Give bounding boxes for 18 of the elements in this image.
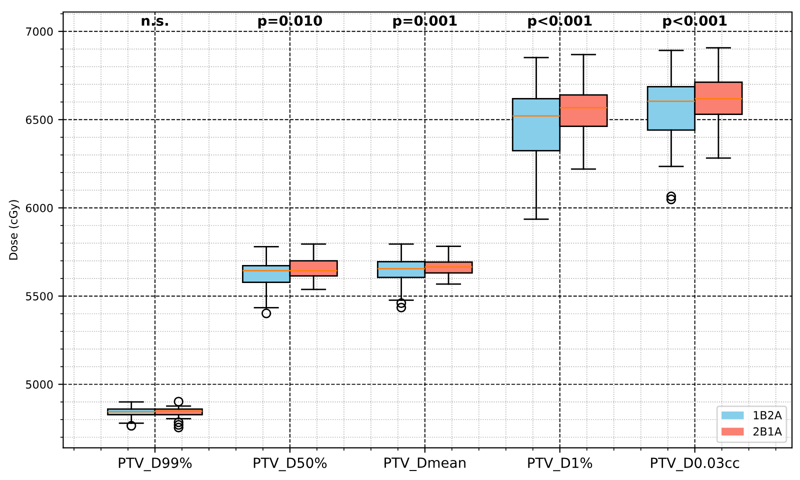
annotation: p=0.001 — [393, 15, 457, 29]
annotation: p<0.001 — [663, 15, 727, 29]
y-tick-label: 5000 — [26, 380, 53, 389]
y-tick-label: 6000 — [26, 204, 53, 212]
legend-label: 2B1A — [753, 427, 782, 436]
legend-label: 1B2A — [754, 410, 782, 420]
annotation: n.s. — [142, 18, 168, 26]
annotation: p<0.001 — [528, 15, 592, 29]
x-tick-label: PTV_Dmean — [384, 458, 466, 472]
x-tick-label: PTV_D0.03cc — [651, 458, 740, 472]
x-tick-label: PTV_D50% — [254, 458, 327, 472]
y-tick-label: 6500 — [26, 116, 53, 124]
annotation: p=0.010 — [258, 15, 322, 29]
x-tick-label: PTV_D99% — [118, 458, 192, 472]
y-tick-label: 7000 — [26, 27, 53, 36]
x-tick-label: PTV_D1% — [528, 458, 592, 472]
y-tick-label: 5500 — [26, 292, 53, 300]
y-axis-title: Dose (cGy) — [8, 200, 20, 260]
